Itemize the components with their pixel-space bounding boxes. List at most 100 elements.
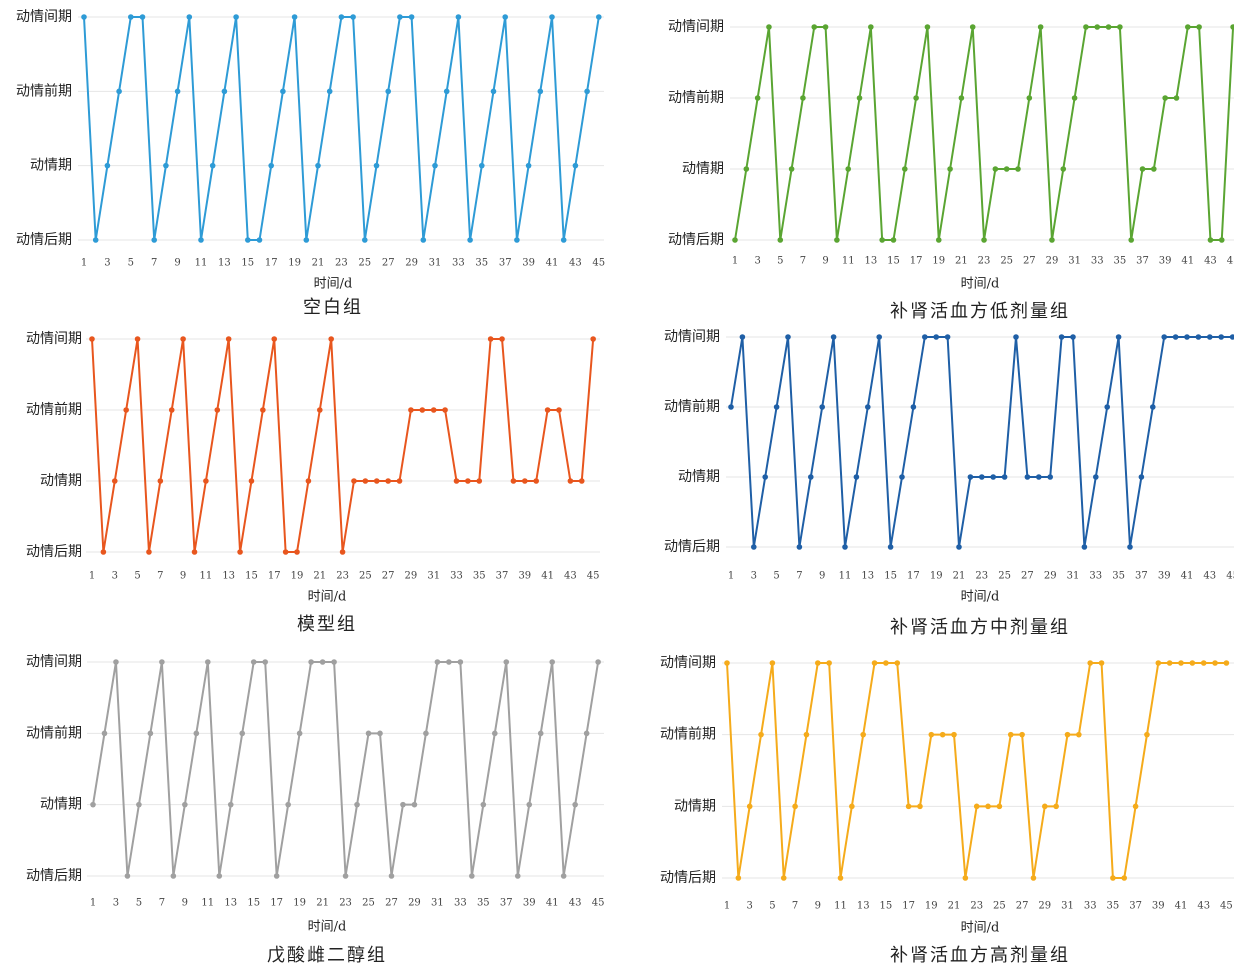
x-tick-label: 11 xyxy=(201,898,214,909)
x-tick-label: 33 xyxy=(452,258,465,269)
data-point xyxy=(446,659,452,665)
y-tick-label: 动情后期 xyxy=(16,232,72,248)
data-point xyxy=(796,544,803,550)
data-point xyxy=(1223,660,1230,666)
chart-title: 补肾活血方低剂量组 xyxy=(890,301,1070,322)
data-point xyxy=(985,803,991,810)
x-axis-label: 时间/d xyxy=(961,921,1000,936)
data-point xyxy=(151,237,157,243)
x-tick-label: 27 xyxy=(1021,571,1034,582)
data-point xyxy=(168,407,175,413)
x-tick-label: 31 xyxy=(1061,901,1074,912)
x-tick-label: 39 xyxy=(522,258,535,269)
data-point xyxy=(182,801,188,808)
data-point xyxy=(845,166,851,172)
data-point xyxy=(1070,334,1076,340)
data-point xyxy=(113,659,119,665)
data-point xyxy=(928,731,935,738)
data-point xyxy=(419,407,426,413)
data-point xyxy=(902,166,908,172)
data-point xyxy=(339,549,346,555)
data-point xyxy=(826,660,832,666)
x-tick-label: 11 xyxy=(200,571,213,582)
x-tick-label: 21 xyxy=(313,571,326,582)
x-tick-label: 41 xyxy=(541,571,554,582)
data-point xyxy=(584,88,590,95)
data-point xyxy=(225,336,232,342)
data-point xyxy=(876,334,882,340)
data-point xyxy=(788,166,795,172)
data-point xyxy=(746,803,753,810)
data-point xyxy=(1144,731,1150,738)
chart-title: 戊酸雌二醇组 xyxy=(267,945,387,966)
x-tick-label: 41 xyxy=(546,898,559,909)
data-point xyxy=(268,162,275,169)
data-point xyxy=(990,474,996,480)
data-point xyxy=(354,801,360,808)
data-point xyxy=(248,478,255,484)
x-axis-label: 时间/d xyxy=(961,277,1000,292)
data-point xyxy=(221,88,228,95)
data-point xyxy=(514,873,521,879)
x-tick-label: 39 xyxy=(518,571,531,582)
data-point xyxy=(533,478,540,484)
x-tick-label: 35 xyxy=(473,571,486,582)
x-tick-label: 1 xyxy=(728,571,734,582)
x-tick-label: 41 xyxy=(1175,901,1188,912)
data-point xyxy=(1064,731,1071,738)
data-point xyxy=(967,474,974,480)
data-point xyxy=(1049,237,1055,243)
data-point xyxy=(1081,544,1088,550)
x-tick-label: 35 xyxy=(1114,256,1127,267)
x-tick-label: 33 xyxy=(1091,256,1104,267)
y-tick-label: 动情间期 xyxy=(664,329,720,345)
data-point xyxy=(544,407,551,413)
x-tick-label: 21 xyxy=(312,258,325,269)
data-point xyxy=(338,14,345,20)
data-point xyxy=(124,873,131,879)
data-point xyxy=(549,659,555,665)
data-point xyxy=(1218,334,1224,340)
data-point xyxy=(186,14,193,20)
data-point xyxy=(1036,474,1042,480)
data-point xyxy=(326,88,333,95)
data-point xyxy=(328,336,334,342)
data-point xyxy=(294,549,300,555)
x-tick-label: 43 xyxy=(1204,256,1217,267)
data-point xyxy=(917,803,923,810)
x-tick-label: 15 xyxy=(887,256,900,267)
x-tick-label: 13 xyxy=(218,258,231,269)
x-tick-label: 43 xyxy=(1203,571,1216,582)
x-tick-label: 27 xyxy=(382,258,395,269)
data-point xyxy=(849,803,855,810)
data-point xyxy=(271,336,278,342)
data-point xyxy=(522,478,528,484)
data-point xyxy=(216,873,223,879)
x-tick-label: 9 xyxy=(819,571,825,582)
y-tick-label: 动情间期 xyxy=(16,9,72,25)
data-point xyxy=(362,478,369,484)
data-point xyxy=(1185,24,1191,30)
data-point xyxy=(104,162,111,169)
x-tick-label: 21 xyxy=(953,571,966,582)
data-point xyxy=(467,237,473,243)
data-point xyxy=(935,237,942,243)
data-point xyxy=(396,478,403,484)
x-tick-label: 39 xyxy=(1159,256,1172,267)
data-point xyxy=(910,404,917,410)
y-tick-label: 动情间期 xyxy=(26,654,82,670)
data-point xyxy=(430,407,437,413)
x-tick-label: 5 xyxy=(769,901,775,912)
data-point xyxy=(1139,166,1146,172)
x-tick-label: 7 xyxy=(800,256,806,267)
data-point xyxy=(944,334,951,340)
x-tick-label: 3 xyxy=(113,898,119,909)
data-point xyxy=(830,334,837,340)
x-tick-label: 21 xyxy=(955,256,968,267)
data-point xyxy=(1110,875,1116,881)
x-tick-label: 41 xyxy=(1181,256,1194,267)
data-point xyxy=(815,660,821,666)
x-tick-label: 29 xyxy=(1046,256,1059,267)
data-point xyxy=(1230,24,1234,30)
x-tick-label: 39 xyxy=(523,898,536,909)
